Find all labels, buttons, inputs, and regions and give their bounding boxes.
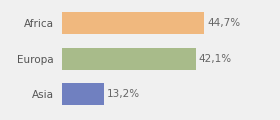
Bar xyxy=(62,83,104,105)
Bar xyxy=(62,12,204,34)
Text: 44,7%: 44,7% xyxy=(207,18,240,28)
Text: 13,2%: 13,2% xyxy=(107,89,140,99)
Text: 42,1%: 42,1% xyxy=(199,54,232,64)
Bar xyxy=(62,48,196,70)
